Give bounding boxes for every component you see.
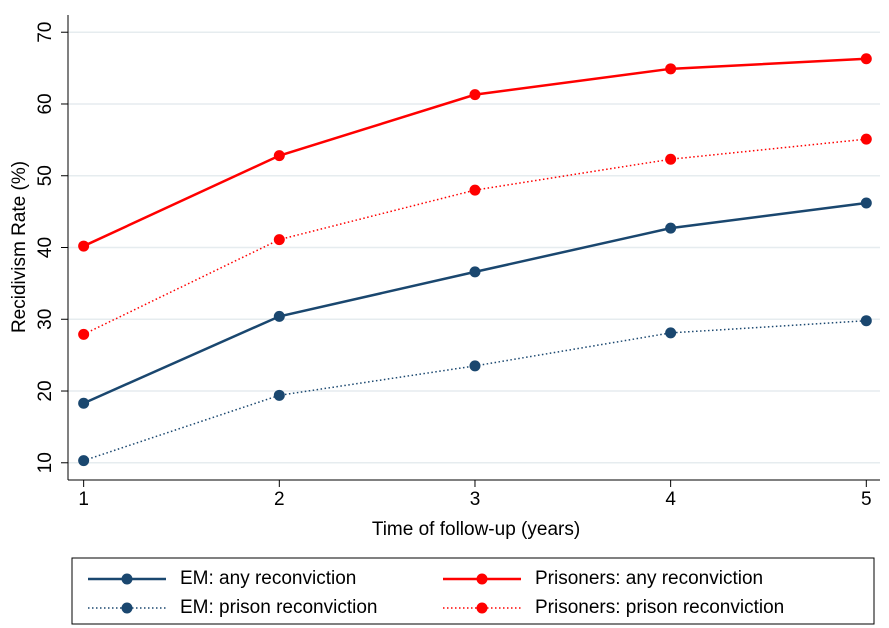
data-point bbox=[273, 310, 285, 322]
data-point bbox=[665, 222, 677, 234]
data-point bbox=[469, 89, 481, 101]
x-tick-label: 3 bbox=[470, 489, 481, 510]
data-point bbox=[860, 197, 872, 209]
legend-marker bbox=[476, 573, 488, 585]
data-point bbox=[860, 315, 872, 327]
data-point bbox=[469, 360, 481, 372]
series-line bbox=[83, 201, 867, 405]
data-point bbox=[665, 327, 677, 339]
legend-marker bbox=[121, 602, 133, 614]
legend-label: EM: prison reconviction bbox=[180, 597, 377, 618]
data-point bbox=[665, 63, 677, 75]
data-point bbox=[273, 389, 285, 401]
data-point bbox=[78, 397, 90, 409]
y-tick-label: 30 bbox=[35, 309, 56, 330]
legend-label: Prisoners: prison reconviction bbox=[535, 597, 784, 618]
legend-box bbox=[71, 557, 875, 625]
y-tick-label: 60 bbox=[35, 93, 56, 114]
legend-label: Prisoners: any reconviction bbox=[535, 568, 763, 589]
y-tick-label: 40 bbox=[35, 237, 56, 258]
y-tick-label: 50 bbox=[35, 165, 56, 186]
data-point bbox=[860, 53, 872, 65]
legend-marker bbox=[121, 573, 133, 585]
x-tick-label: 1 bbox=[78, 489, 89, 510]
y-tick-label: 20 bbox=[35, 380, 56, 401]
x-axis-title: Time of follow-up (years) bbox=[372, 519, 580, 540]
data-point bbox=[469, 184, 481, 196]
x-tick-label: 2 bbox=[274, 489, 285, 510]
data-point bbox=[860, 133, 872, 145]
data-point bbox=[78, 455, 90, 467]
data-point bbox=[273, 150, 285, 162]
data-point bbox=[469, 266, 481, 278]
y-axis-title: Recidivism Rate (%) bbox=[9, 161, 30, 333]
series-line bbox=[83, 138, 867, 336]
legend-marker bbox=[476, 602, 488, 614]
data-point bbox=[665, 153, 677, 165]
legend-label: EM: any reconviction bbox=[180, 568, 356, 589]
y-tick-label: 70 bbox=[35, 22, 56, 43]
x-tick-label: 5 bbox=[861, 489, 872, 510]
data-point bbox=[78, 328, 90, 340]
y-tick-label: 10 bbox=[35, 452, 56, 473]
data-point bbox=[78, 240, 90, 252]
x-tick-label: 4 bbox=[665, 489, 676, 510]
data-point bbox=[273, 234, 285, 246]
